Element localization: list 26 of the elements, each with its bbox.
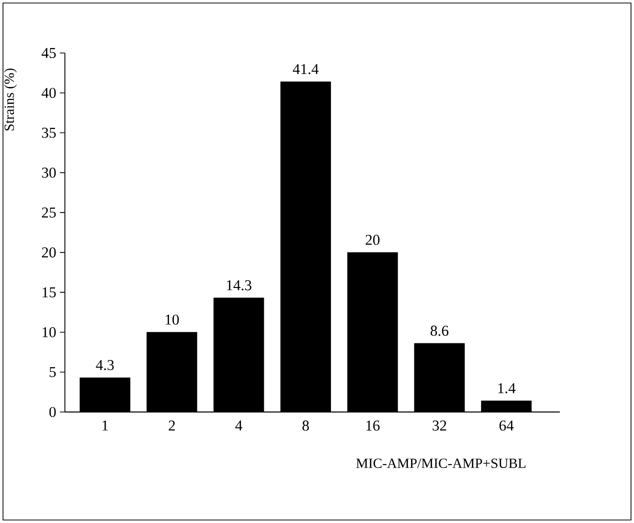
y-tick-label: 20 (42, 247, 56, 258)
y-tick-label: 35 (42, 128, 56, 138)
x-axis-title: MIC-AMP/MIC-AMP+SUBL (356, 458, 526, 468)
y-tick-label: 15 (42, 287, 56, 298)
x-tick-label: 32 (432, 420, 446, 431)
y-tick-label: 30 (42, 168, 56, 178)
data-label: 41.4 (292, 64, 319, 74)
y-axis-title: Strains (%) (4, 68, 17, 130)
data-label: 4.3 (96, 360, 114, 370)
y-tick-label: 45 (42, 48, 56, 58)
x-tick-label: 1 (102, 420, 108, 430)
x-tick-label: 16 (366, 420, 380, 431)
data-label: 10 (166, 314, 179, 325)
data-label: 20 (366, 234, 380, 245)
x-tick-label: 8 (302, 420, 309, 431)
data-label: 8.6 (430, 326, 448, 336)
data-label: 1.4 (498, 383, 516, 394)
x-tick-label: 64 (499, 420, 514, 431)
y-tick-label: 0 (49, 406, 56, 418)
y-tick-label: 25 (42, 208, 56, 218)
x-tick-label: 4 (235, 420, 242, 430)
y-tick-label: 5 (50, 367, 56, 378)
data-label: 14.3 (226, 280, 252, 290)
x-tick-label: 2 (168, 420, 175, 430)
y-tick-label: 40 (42, 88, 56, 98)
y-tick-label: 10 (42, 327, 56, 338)
